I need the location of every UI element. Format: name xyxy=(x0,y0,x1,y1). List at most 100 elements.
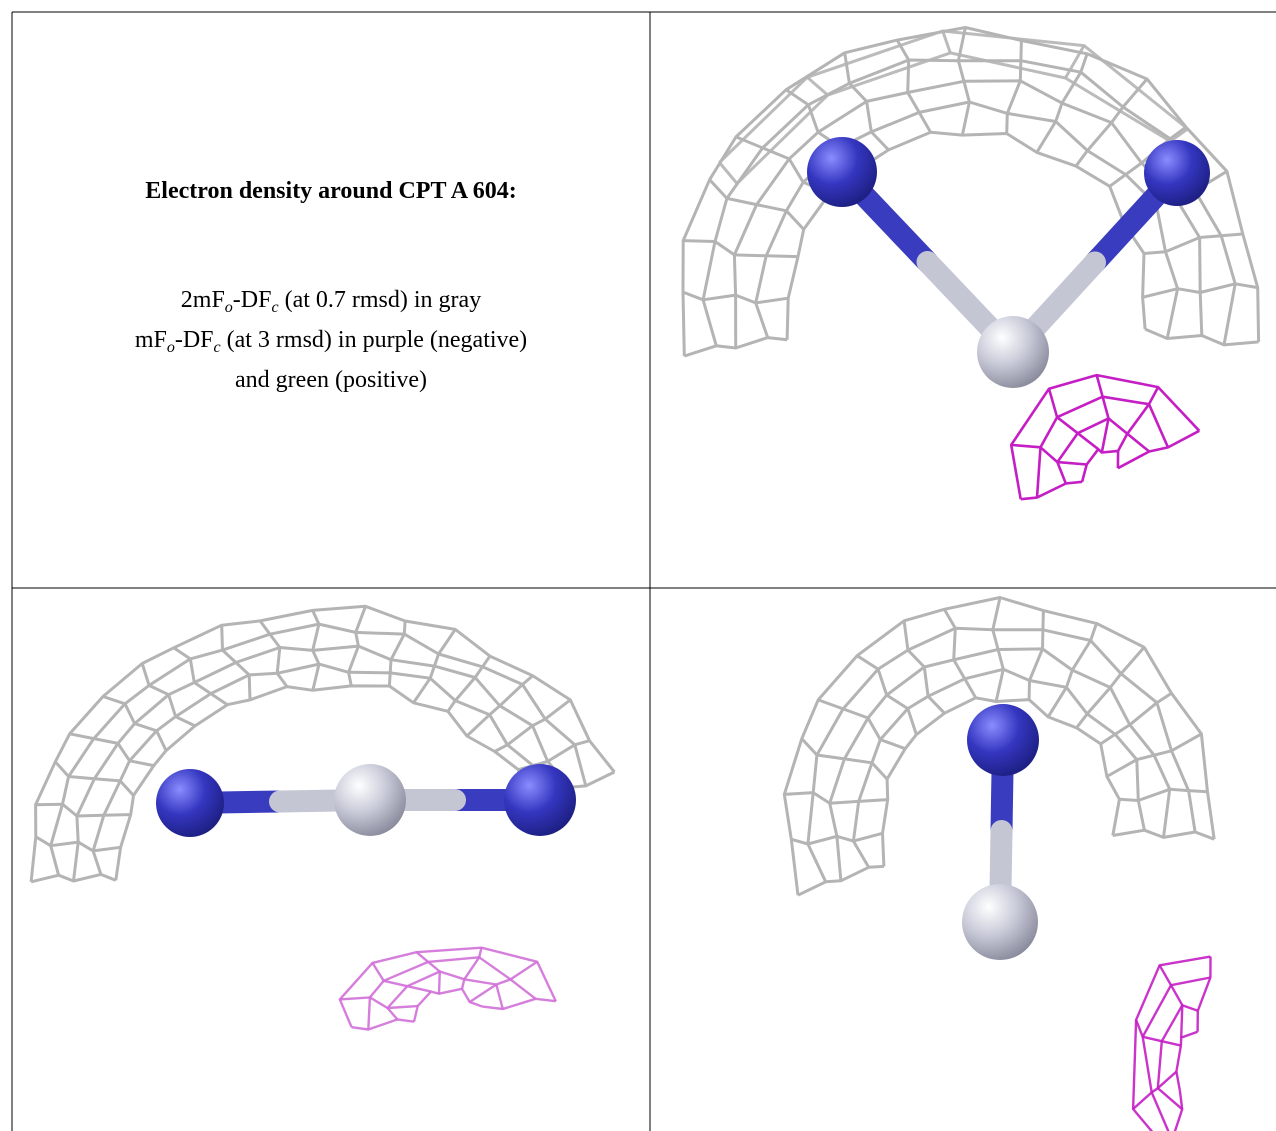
atom xyxy=(977,316,1049,388)
mesh-line xyxy=(790,831,883,846)
mesh-line xyxy=(902,620,946,715)
caption-cell: Electron density around CPT A 604: 2mFo-… xyxy=(12,12,650,588)
mesh-line xyxy=(991,597,1005,702)
caption-text: mF xyxy=(134,327,167,353)
mesh-line xyxy=(800,737,889,781)
mesh-line xyxy=(718,29,1189,164)
mesh-line xyxy=(1106,732,1203,778)
caption-text: -DF xyxy=(174,327,214,353)
mesh-line xyxy=(683,336,788,358)
mesh-line xyxy=(1158,964,1184,1038)
subscript: c xyxy=(213,339,221,356)
caption-text: (at 3 rmsd) in purple (negative) xyxy=(220,327,528,353)
caption-line: and green (positive) xyxy=(12,364,650,396)
mesh-line xyxy=(102,695,168,752)
atom xyxy=(967,704,1039,776)
caption-text: -DF xyxy=(232,287,272,313)
mesh-line xyxy=(460,947,483,990)
mesh-line xyxy=(1144,327,1259,347)
caption-text: and green (positive) xyxy=(235,367,427,393)
mesh-line xyxy=(797,864,884,897)
atom xyxy=(504,764,576,836)
mesh-line xyxy=(1116,386,1160,452)
mesh-line xyxy=(782,596,1216,896)
mesh-line xyxy=(1132,1070,1178,1110)
mesh-line xyxy=(469,960,538,1004)
mesh-line xyxy=(1035,395,1170,498)
mesh-line xyxy=(494,698,572,753)
mesh-line xyxy=(412,628,457,704)
mesh-line xyxy=(851,667,1146,869)
mesh-line xyxy=(387,620,407,687)
mesh-line xyxy=(817,698,906,751)
mesh-line xyxy=(1117,429,1200,470)
atom xyxy=(962,884,1038,960)
mesh-line xyxy=(1095,374,1110,453)
mesh-line xyxy=(708,178,805,231)
mesh-line xyxy=(69,732,155,768)
caption-lines: 2mFo-DFc (at 0.7 rmsd) in gray mFo-DFc (a… xyxy=(12,284,650,396)
atom xyxy=(807,137,877,207)
mesh-line xyxy=(1009,373,1201,500)
mesh-line xyxy=(91,662,555,875)
mesh-line xyxy=(881,696,1121,867)
mesh-line xyxy=(412,987,483,1022)
atom xyxy=(1144,140,1210,206)
mesh-line xyxy=(351,1018,415,1031)
mesh-line xyxy=(956,27,971,136)
mesh-line xyxy=(943,608,977,699)
mesh-line xyxy=(1173,1090,1184,1131)
mesh-line xyxy=(1196,956,1212,1032)
mesh-line xyxy=(1056,417,1151,484)
mesh-line xyxy=(1020,480,1083,501)
mesh-line xyxy=(54,760,135,797)
mesh-line xyxy=(446,655,492,713)
subscript: o xyxy=(166,339,175,356)
mesh-line xyxy=(30,872,117,884)
mesh-line xyxy=(465,674,534,738)
mesh-line xyxy=(895,39,932,134)
mesh-line xyxy=(1011,443,1087,466)
mesh-line xyxy=(1169,127,1189,143)
mesh-line xyxy=(1064,44,1086,79)
mesh-line xyxy=(806,626,1197,883)
mesh-line xyxy=(1047,388,1100,451)
mesh-line xyxy=(1027,610,1045,700)
mesh-line xyxy=(1005,40,1023,134)
mesh-line xyxy=(941,30,952,54)
mesh-line xyxy=(220,625,252,700)
atom xyxy=(334,764,406,836)
caption-text: 2mF xyxy=(180,287,225,313)
mesh-line xyxy=(1099,691,1173,746)
subscript: o xyxy=(224,299,233,316)
caption-title: Electron density around CPT A 604: xyxy=(145,178,517,204)
mesh-line xyxy=(1141,976,1211,1131)
subscript: c xyxy=(271,299,279,316)
caption-line: mFo-DFc (at 3 rmsd) in purple (negative) xyxy=(12,324,650,364)
mesh-line xyxy=(415,951,441,994)
mesh-line xyxy=(735,51,1172,185)
mesh-line xyxy=(1035,53,1089,154)
atom xyxy=(156,769,224,837)
mesh-line xyxy=(1080,447,1120,483)
mesh-line xyxy=(482,997,556,1011)
caption-line: 2mFo-DFc (at 0.7 rmsd) in gray xyxy=(12,284,650,324)
mesh-line xyxy=(784,791,888,805)
mesh-line xyxy=(1074,78,1149,167)
mesh-line xyxy=(1175,1030,1199,1092)
mesh-line xyxy=(347,605,367,687)
mesh-line xyxy=(1046,622,1098,718)
mesh-line xyxy=(806,76,829,97)
atom-layer xyxy=(156,137,1210,960)
mesh-line xyxy=(140,663,196,728)
mesh-line xyxy=(682,290,789,305)
caption-text: (at 0.7 rmsd) in gray xyxy=(278,287,482,313)
mesh-line xyxy=(843,52,890,151)
mesh-line xyxy=(35,835,121,853)
mesh-line xyxy=(386,970,504,1021)
mesh-line xyxy=(718,161,739,185)
mesh-line xyxy=(1143,232,1243,255)
mesh-line xyxy=(172,646,229,706)
